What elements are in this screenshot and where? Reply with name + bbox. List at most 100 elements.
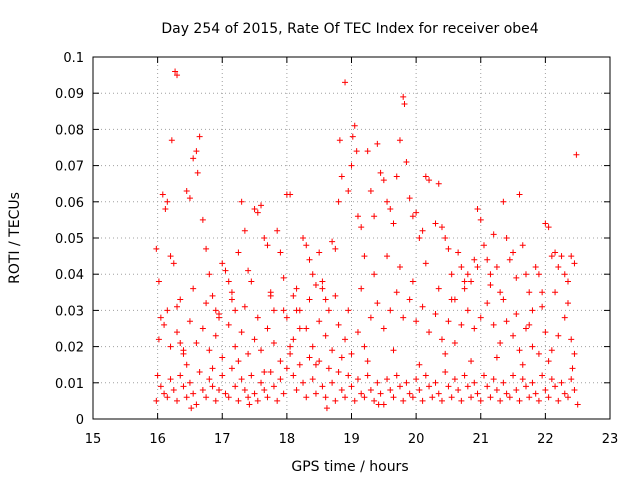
data-point bbox=[354, 376, 361, 383]
data-point bbox=[267, 368, 274, 375]
data-point bbox=[216, 387, 223, 394]
data-point bbox=[186, 318, 193, 325]
data-point bbox=[506, 256, 513, 263]
data-point bbox=[422, 260, 429, 267]
data-point bbox=[196, 368, 203, 375]
data-point bbox=[161, 321, 168, 328]
data-point bbox=[290, 372, 297, 379]
data-point bbox=[552, 289, 559, 296]
data-point bbox=[432, 220, 439, 227]
data-point bbox=[258, 379, 265, 386]
data-point bbox=[480, 242, 487, 249]
data-point bbox=[484, 300, 491, 307]
data-point bbox=[571, 350, 578, 357]
data-point bbox=[348, 162, 355, 169]
data-point bbox=[458, 321, 465, 328]
data-point bbox=[238, 198, 245, 205]
data-point bbox=[535, 350, 542, 357]
data-point bbox=[403, 158, 410, 165]
data-point bbox=[426, 177, 433, 184]
data-point bbox=[561, 314, 568, 321]
data-point bbox=[474, 206, 481, 213]
data-point bbox=[464, 307, 471, 314]
data-point bbox=[442, 368, 449, 375]
data-point bbox=[319, 285, 326, 292]
data-point bbox=[329, 238, 336, 245]
data-point bbox=[542, 387, 549, 394]
data-point bbox=[190, 390, 197, 397]
data-point bbox=[387, 307, 394, 314]
data-point bbox=[199, 387, 206, 394]
data-point bbox=[438, 397, 445, 404]
data-point bbox=[351, 397, 358, 404]
x-tick-label: 17 bbox=[214, 432, 231, 447]
data-point bbox=[409, 213, 416, 220]
data-point bbox=[312, 282, 319, 289]
data-point bbox=[435, 390, 442, 397]
data-point bbox=[196, 133, 203, 140]
data-point bbox=[157, 314, 164, 321]
data-point bbox=[396, 263, 403, 270]
data-point bbox=[367, 387, 374, 394]
data-point bbox=[162, 206, 169, 213]
data-point bbox=[345, 372, 352, 379]
data-point bbox=[561, 390, 568, 397]
data-point bbox=[555, 332, 562, 339]
data-point bbox=[568, 336, 575, 343]
y-tick-label: 0.04 bbox=[55, 268, 84, 283]
data-point bbox=[451, 376, 458, 383]
data-point bbox=[409, 278, 416, 285]
data-point bbox=[322, 332, 329, 339]
data-point bbox=[183, 394, 190, 401]
y-tick-label: 0.09 bbox=[55, 87, 84, 102]
data-point bbox=[409, 394, 416, 401]
data-point bbox=[545, 394, 552, 401]
data-point bbox=[361, 253, 368, 260]
data-point bbox=[354, 329, 361, 336]
data-point bbox=[358, 224, 365, 231]
data-point bbox=[225, 394, 232, 401]
data-point bbox=[367, 314, 374, 321]
data-point bbox=[564, 394, 571, 401]
data-point bbox=[487, 282, 494, 289]
data-point bbox=[390, 347, 397, 354]
data-point bbox=[552, 249, 559, 256]
data-point bbox=[261, 235, 268, 241]
data-point bbox=[419, 303, 426, 310]
data-point bbox=[493, 263, 500, 270]
data-point bbox=[280, 390, 287, 397]
data-point bbox=[348, 383, 355, 390]
y-tick-label: 0.07 bbox=[55, 160, 84, 175]
data-point bbox=[516, 191, 523, 198]
data-point bbox=[261, 368, 268, 375]
y-tick-label: 0.08 bbox=[55, 123, 84, 138]
data-point bbox=[571, 260, 578, 267]
data-point bbox=[358, 390, 365, 397]
data-point bbox=[177, 372, 184, 379]
data-point bbox=[167, 253, 174, 260]
data-point bbox=[461, 285, 468, 292]
data-point bbox=[422, 173, 429, 180]
data-point bbox=[349, 133, 356, 140]
data-point bbox=[322, 296, 329, 303]
data-point bbox=[219, 354, 226, 361]
data-point bbox=[206, 376, 213, 383]
data-point bbox=[442, 235, 449, 241]
y-tick-label: 0.1 bbox=[63, 51, 84, 66]
data-point bbox=[413, 318, 420, 325]
x-tick-label: 19 bbox=[343, 432, 360, 447]
data-point bbox=[180, 350, 187, 357]
data-point bbox=[374, 140, 381, 147]
data-point bbox=[574, 401, 581, 408]
data-point bbox=[319, 278, 326, 285]
x-axis-title: GPS time / hours bbox=[291, 459, 408, 475]
data-point bbox=[571, 387, 578, 394]
data-point bbox=[455, 249, 462, 256]
data-point bbox=[254, 209, 261, 216]
data-point bbox=[329, 347, 336, 354]
data-point bbox=[442, 350, 449, 357]
data-point bbox=[277, 376, 284, 383]
data-point bbox=[380, 401, 387, 408]
data-point bbox=[235, 358, 242, 365]
data-point bbox=[300, 379, 307, 386]
